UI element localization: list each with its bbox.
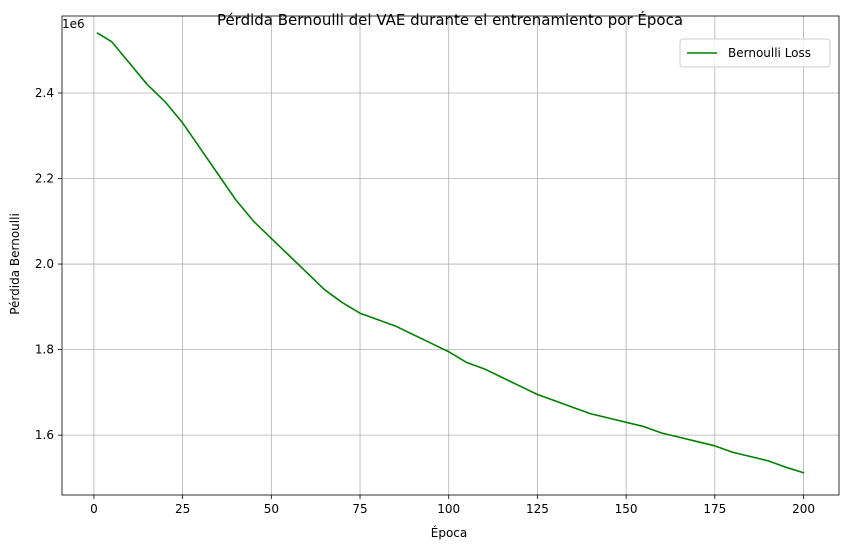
y-axis-label: Pérdida Bernoulli bbox=[8, 213, 22, 315]
x-tick-label: 25 bbox=[175, 502, 190, 516]
y-tick-label: 2.2 bbox=[35, 172, 54, 186]
y-tick-label: 1.6 bbox=[35, 428, 54, 442]
legend: Bernoulli Loss bbox=[679, 38, 831, 68]
legend-label-bernoulli-loss: Bernoulli Loss bbox=[728, 46, 811, 60]
chart-title: Pérdida Bernoulli del VAE durante el ent… bbox=[217, 10, 683, 29]
x-tick-label: 75 bbox=[352, 502, 367, 516]
y-axis-ticks: 1.6 1.8 2.0 2.2 2.4 bbox=[35, 86, 62, 442]
x-tick-label: 150 bbox=[615, 502, 638, 516]
x-axis-label: Época bbox=[431, 525, 468, 540]
series-line-bernoulli-loss bbox=[96, 32, 805, 474]
y-tick-label: 2.0 bbox=[35, 257, 54, 271]
x-tick-label: 125 bbox=[526, 502, 549, 516]
x-tick-label: 0 bbox=[90, 502, 98, 516]
y-tick-label: 1.8 bbox=[35, 343, 54, 357]
x-tick-label: 50 bbox=[264, 502, 279, 516]
series-layer bbox=[96, 32, 805, 474]
grid-layer bbox=[62, 16, 839, 495]
x-tick-label: 175 bbox=[703, 502, 726, 516]
x-tick-label: 200 bbox=[792, 502, 815, 516]
x-tick-label: 100 bbox=[437, 502, 460, 516]
y-axis-offset-label: 1e6 bbox=[62, 17, 85, 31]
x-axis-ticks: 0 25 50 75 100 125 150 175 200 bbox=[90, 495, 815, 516]
y-tick-label: 2.4 bbox=[35, 86, 54, 100]
plot-frame bbox=[61, 15, 840, 496]
legend-box bbox=[679, 38, 831, 68]
